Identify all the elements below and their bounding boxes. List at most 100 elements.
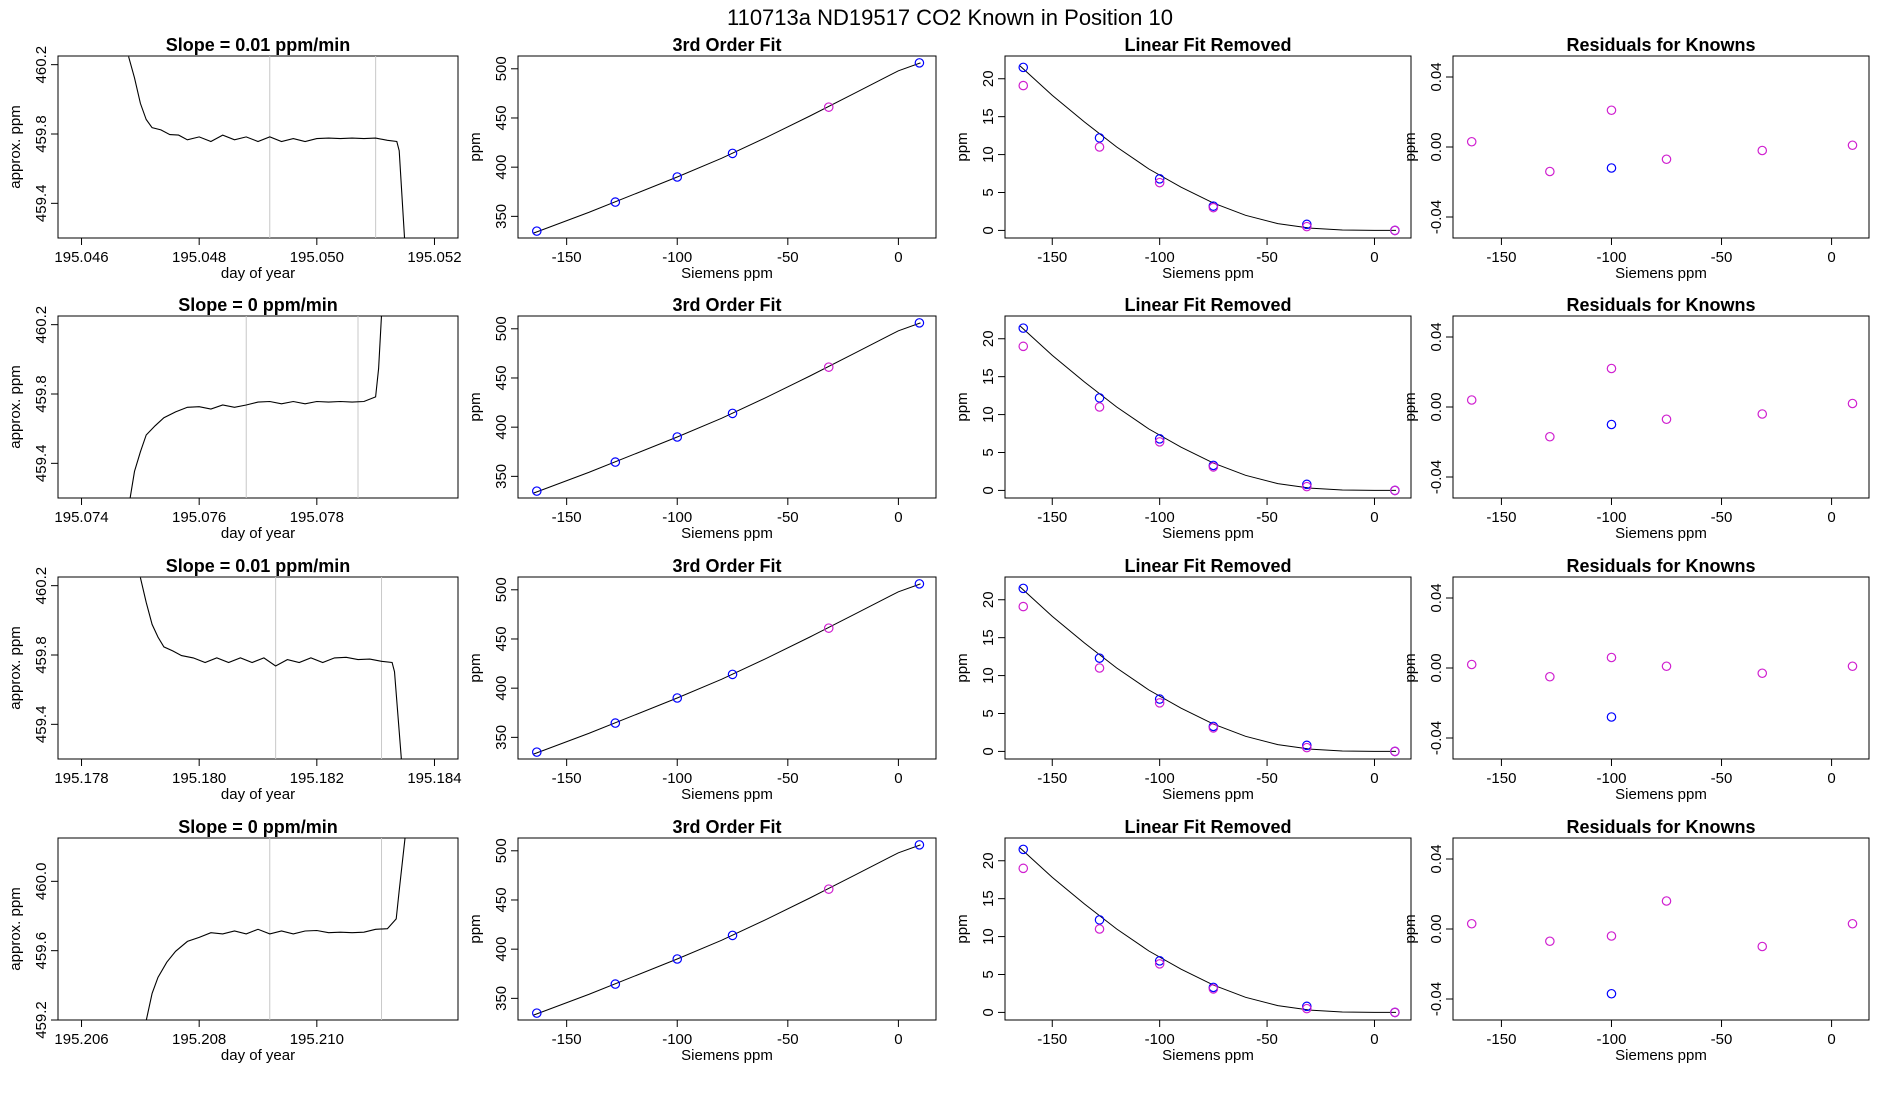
- x-tick-label: 195.210: [290, 1031, 344, 1048]
- data-point: [1018, 844, 1029, 855]
- plot-frame: [1004, 576, 1412, 760]
- y-tick-label: 0.00: [1428, 653, 1445, 682]
- y-axis-label: approx. ppm: [7, 365, 24, 448]
- data-trace: [145, 838, 406, 1020]
- panel-grid: Slope = 0.01 ppm/min 195.046 195.048 195.05…: [7, 35, 1870, 1064]
- data-point: [1606, 163, 1617, 173]
- x-tick-label: -100: [1145, 249, 1175, 266]
- plot-frame: [1452, 576, 1870, 760]
- plot-area: [1466, 105, 1858, 177]
- x-tick-label: -150: [1486, 249, 1516, 266]
- data-trace: [129, 316, 383, 498]
- panel-title: Slope = 0 ppm/min: [178, 295, 338, 315]
- data-point: [1094, 915, 1105, 925]
- panel-r4-c3: Linear Fit Removed -150 -100 -50 0 0 5 10 15 20 Si…: [954, 817, 1412, 1064]
- x-tick-label: -50: [777, 770, 799, 787]
- data-point: [1154, 959, 1165, 969]
- data-point: [823, 362, 834, 372]
- data-point: [914, 840, 925, 850]
- data-point: [1847, 140, 1858, 151]
- data-point: [823, 884, 834, 894]
- data-point: [727, 148, 738, 159]
- panel-r4-c4: Residuals for Knowns -150 -100 -50 0 -0.04 0.0…: [1402, 817, 1870, 1064]
- x-tick-label: 195.078: [290, 509, 344, 526]
- panel-r4-c2: 3rd Order Fit -150 -100 -50 0 350 400 450 500 Sie…: [467, 817, 937, 1064]
- y-tick-label: 459.8: [33, 115, 50, 153]
- y-tick-label: 15: [980, 108, 997, 125]
- x-tick-label: 195.184: [407, 770, 461, 787]
- plot-frame: [57, 576, 459, 760]
- y-tick-label: 500: [493, 577, 510, 602]
- y-tick-label: 459.8: [33, 636, 50, 674]
- panel-title: Residuals for Knowns: [1566, 556, 1755, 576]
- x-tick-label: 0: [894, 770, 902, 787]
- data-point: [1208, 202, 1219, 213]
- x-axis-label: Siemens ppm: [1615, 265, 1707, 282]
- data-point: [1661, 896, 1672, 906]
- y-tick-label: 459.6: [33, 932, 50, 970]
- x-tick-label: -100: [662, 249, 692, 266]
- plot-area: [1466, 363, 1858, 442]
- x-tick-label: -150: [1037, 770, 1067, 787]
- data-point: [610, 718, 621, 728]
- x-axis-label: Siemens ppm: [1615, 1047, 1707, 1064]
- x-tick-label: -100: [1145, 509, 1175, 526]
- y-axis-label: ppm: [954, 653, 971, 682]
- y-tick-label: 10: [980, 406, 997, 423]
- y-tick-label: 500: [493, 838, 510, 863]
- x-tick-label: 195.046: [54, 249, 108, 266]
- y-tick-label: 0.04: [1428, 322, 1445, 351]
- y-tick-label: 350: [493, 204, 510, 229]
- data-point: [1390, 485, 1400, 496]
- x-tick-label: -50: [777, 509, 799, 526]
- panel-title: Slope = 0.01 ppm/min: [166, 556, 351, 576]
- y-tick-label: 450: [493, 887, 510, 912]
- data-point: [1154, 698, 1165, 708]
- data-point: [727, 930, 738, 941]
- data-point: [1018, 62, 1029, 73]
- data-point: [1302, 742, 1312, 753]
- x-tick-label: -150: [1037, 509, 1067, 526]
- data-point: [1018, 583, 1029, 594]
- x-tick-label: -50: [1711, 770, 1733, 787]
- data-point: [1545, 671, 1555, 682]
- x-tick-label: 195.178: [54, 770, 108, 787]
- x-axis-label: Siemens ppm: [1162, 1047, 1254, 1064]
- y-tick-label: 460.0: [33, 863, 50, 901]
- data-point: [1606, 988, 1617, 999]
- y-tick-label: 500: [493, 56, 510, 81]
- data-trace: [128, 56, 406, 238]
- y-tick-label: 400: [493, 415, 510, 440]
- plot-frame: [1004, 55, 1412, 239]
- data-point: [1094, 142, 1105, 152]
- x-axis-label: Siemens ppm: [681, 786, 773, 803]
- data-point: [1018, 341, 1029, 352]
- plot-frame: [517, 576, 937, 760]
- plot-frame: [517, 837, 937, 1021]
- x-tick-label: -100: [662, 770, 692, 787]
- x-tick-label: -50: [1256, 509, 1278, 526]
- data-point: [1154, 694, 1165, 704]
- x-tick-label: 195.052: [407, 249, 461, 266]
- x-tick-label: -50: [777, 249, 799, 266]
- panel-r3-c3: Linear Fit Removed -150 -100 -50 0 0 5 10 15 20 Si…: [954, 556, 1412, 803]
- x-tick-label: -50: [1711, 509, 1733, 526]
- panel-title: Slope = 0 ppm/min: [178, 817, 338, 837]
- plot-frame: [1004, 837, 1412, 1021]
- plot-area: [145, 838, 406, 1020]
- data-point: [727, 408, 738, 419]
- panel-title: 3rd Order Fit: [672, 35, 781, 55]
- plot-area: [1018, 844, 1400, 1018]
- data-point: [672, 172, 683, 182]
- x-tick-label: 195.050: [290, 249, 344, 266]
- data-point: [1094, 924, 1105, 934]
- panel-title: 3rd Order Fit: [672, 295, 781, 315]
- data-point: [1757, 145, 1768, 156]
- y-tick-label: 0.04: [1428, 62, 1445, 91]
- data-point: [1661, 154, 1672, 165]
- x-tick-label: -150: [552, 509, 582, 526]
- plot-frame: [517, 55, 937, 239]
- x-axis-label: Siemens ppm: [681, 525, 773, 542]
- y-tick-label: 10: [980, 667, 997, 684]
